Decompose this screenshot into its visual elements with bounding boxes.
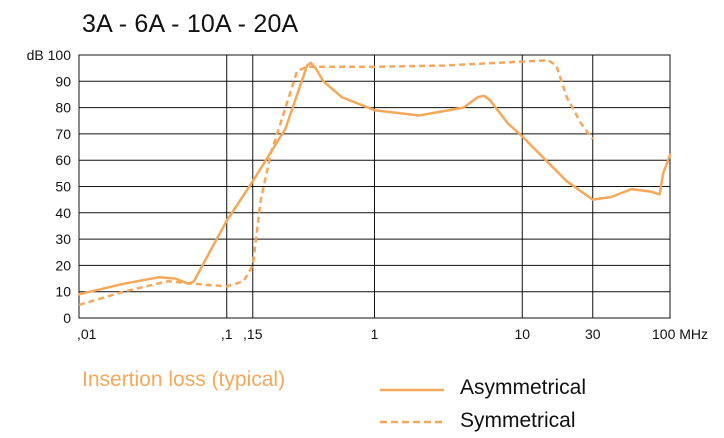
legend	[380, 388, 444, 424]
y-tick-label: dB 100	[27, 47, 72, 63]
legend-label-symmetrical: Symmetrical	[460, 409, 576, 432]
y-tick-label: 70	[55, 126, 71, 142]
chart-caption: Insertion loss (typical)	[82, 368, 286, 391]
y-tick-label: 40	[55, 205, 71, 221]
tick-labels: 0 10 20 30 40 50 60 70 80 90 dB 100 ,01 ,1 ,15 1 10 30 10…	[27, 47, 708, 342]
x-tick-label: 100 MHz	[652, 326, 708, 342]
legend-label-asymmetrical: Asymmetrical	[460, 376, 587, 399]
x-tick-label: ,15	[243, 326, 263, 342]
series-line-asymmetrical	[77, 61, 672, 296]
y-tick-label: 50	[55, 179, 71, 195]
y-tick-label: 90	[55, 73, 71, 89]
chart-title: 3A - 6A - 10A - 20A	[82, 10, 299, 38]
x-tick-label: 1	[371, 326, 379, 342]
x-tick-label: 10	[514, 326, 530, 342]
series-lines	[77, 59, 672, 307]
series-line-symmetrical	[78, 59, 594, 307]
x-tick-label: ,01	[77, 326, 97, 342]
x-tick-label: 30	[585, 326, 601, 342]
y-tick-label: 60	[55, 152, 71, 168]
grid	[78, 54, 671, 319]
y-tick-label: 10	[55, 284, 71, 300]
y-tick-label: 80	[55, 100, 71, 116]
y-tick-label: 30	[55, 231, 71, 247]
x-tick-label: ,1	[221, 326, 233, 342]
y-tick-label: 20	[55, 257, 71, 273]
y-tick-label: 0	[63, 310, 71, 326]
